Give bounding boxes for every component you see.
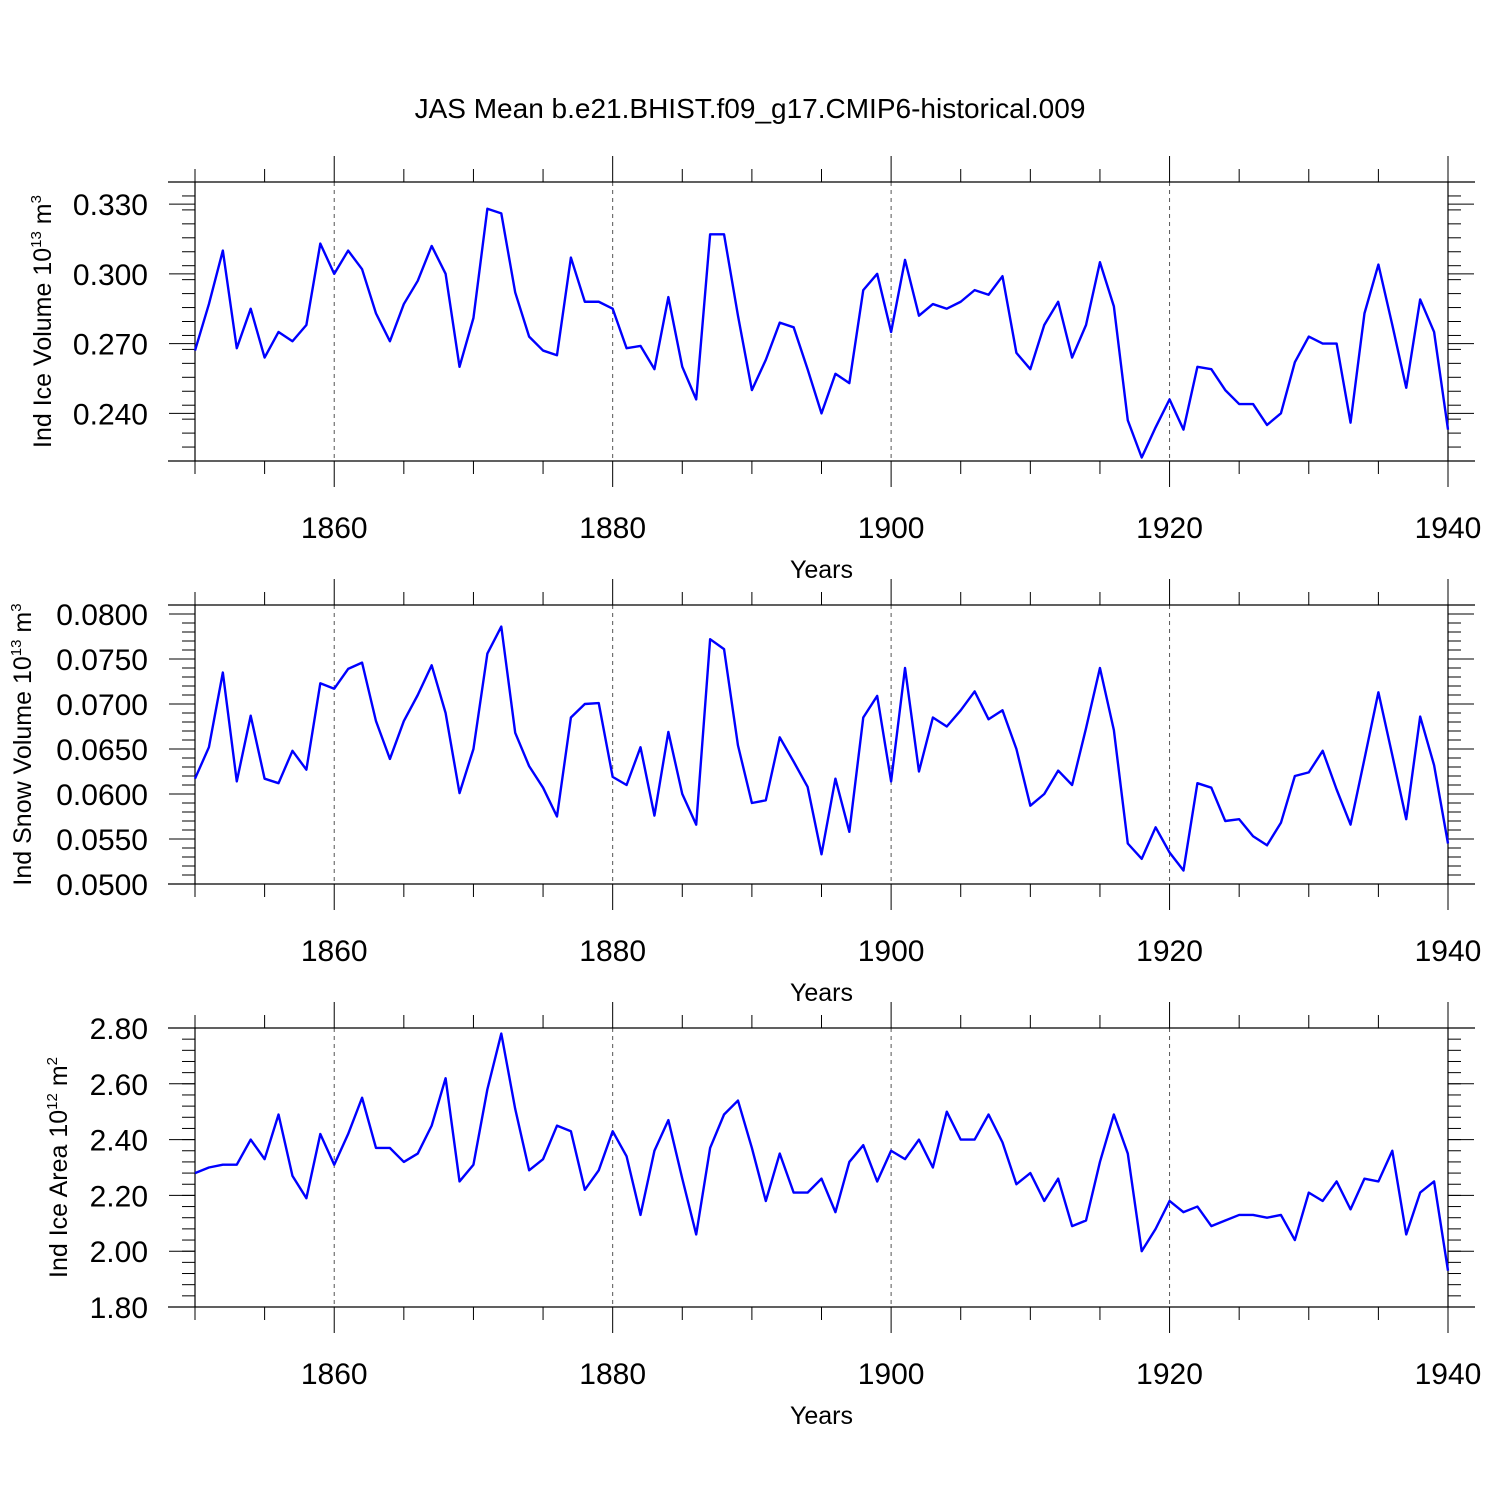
x-tick-label: 1860 (301, 935, 368, 968)
x-tick-label: 1860 (301, 512, 368, 545)
y-axis-label-unit: m (45, 1065, 73, 1093)
chart-panels: 0.240 0.270 0.300 0.330 1860 1880 1900 1920 1940… (7, 156, 1481, 1430)
x-axis-label: Years (790, 979, 853, 1007)
y-axis-label-unit-exponent: 3 (7, 603, 24, 611)
series-line (193, 625, 1450, 872)
y-tick-label: 2.20 (90, 1180, 148, 1213)
x-tick-label: 1920 (1136, 935, 1203, 968)
y-tick-label: 0.240 (73, 398, 148, 431)
y-axis-label: Ind Ice Volume 1013 m3 (27, 195, 57, 448)
x-tick-label: 1940 (1415, 935, 1482, 968)
y-tick-label: 0.270 (73, 329, 148, 362)
x-axis-label: Years (790, 556, 853, 584)
y-tick-label: 0.300 (73, 259, 148, 292)
series-line (194, 1032, 1450, 1271)
y-tick-label: 0.0650 (56, 734, 148, 767)
y-tick-label: 0.0500 (56, 869, 148, 902)
y-axis-label-text: Ind Ice Volume 10 (29, 248, 57, 448)
chart-panel-3: 1.80 2.00 2.20 2.40 2.60 2.80 1860 1880 1900 1920… (43, 1002, 1481, 1430)
x-tick-label: 1880 (579, 935, 646, 968)
y-axis-label-unit-exponent: 2 (43, 1057, 60, 1065)
chart-panel-1: 0.240 0.270 0.300 0.330 1860 1880 1900 1920 1940… (27, 156, 1481, 584)
y-tick-label: 0.0600 (56, 779, 148, 812)
y-tick-label: 0.0750 (56, 644, 148, 677)
y-axis-label: Ind Snow Volume 1013 m3 (7, 603, 37, 885)
y-axis-label-text: Ind Ice Area 10 (45, 1110, 73, 1278)
y-tick-label: 2.60 (90, 1069, 148, 1102)
x-tick-label: 1940 (1415, 1358, 1482, 1391)
x-tick-label: 1920 (1136, 1358, 1203, 1391)
y-tick-label: 0.0550 (56, 824, 148, 857)
x-axis-label: Years (790, 1402, 853, 1430)
y-tick-label: 0.330 (73, 189, 148, 222)
y-tick-label: 0.0700 (56, 689, 148, 722)
x-tick-label: 1940 (1415, 512, 1482, 545)
x-tick-label: 1900 (858, 512, 925, 545)
y-axis-label-unit: m (9, 612, 37, 640)
y-axis-label-exponent: 12 (43, 1093, 60, 1110)
y-axis-label-unit-exponent: 3 (27, 195, 44, 203)
y-axis-label-unit: m (29, 203, 57, 231)
x-tick-label: 1860 (301, 1358, 368, 1391)
y-axis-label-text: Ind Snow Volume 10 (9, 656, 37, 885)
y-tick-label: 2.00 (90, 1236, 148, 1269)
y-axis-label: Ind Ice Area 1012 m2 (43, 1057, 73, 1278)
x-tick-label: 1900 (858, 1358, 925, 1391)
chart-panel-2: 0.0500 0.0550 0.0600 0.0650 0.0700 0.0750 0.08… (7, 579, 1481, 1007)
y-tick-label: 1.80 (90, 1292, 148, 1325)
y-axis-label-exponent: 13 (7, 640, 24, 657)
x-tick-label: 1880 (579, 1358, 646, 1391)
x-tick-label: 1900 (858, 935, 925, 968)
y-tick-label: 2.80 (90, 1013, 148, 1046)
x-tick-label: 1920 (1136, 512, 1203, 545)
figure-title: JAS Mean b.e21.BHIST.f09_g17.CMIP6-histo… (415, 93, 1086, 124)
y-axis-label-exponent: 13 (27, 231, 44, 248)
series-line (193, 207, 1450, 459)
y-tick-label: 0.0800 (56, 599, 148, 632)
x-tick-label: 1880 (579, 512, 646, 545)
y-tick-label: 2.40 (90, 1125, 148, 1158)
